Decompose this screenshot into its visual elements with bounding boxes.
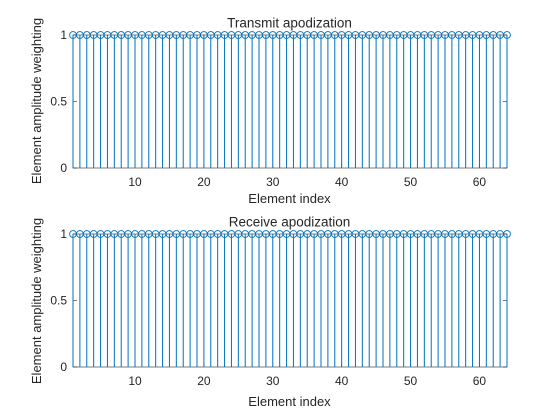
x-tick-label: 20: [197, 175, 211, 189]
y-axis-label: Element amplitude weighting: [29, 18, 44, 184]
x-tick-label: 20: [197, 374, 211, 388]
y-axis-label: Element amplitude weighting: [29, 218, 44, 384]
y-tick-label: 1: [60, 28, 67, 42]
y-tick-label: 0.5: [50, 294, 67, 308]
x-tick-label: 40: [335, 175, 349, 189]
y-tick-label: 0.5: [50, 95, 67, 109]
subplot-receive: Receive apodization Element index Elemen…: [29, 215, 511, 409]
x-tick-label: 10: [128, 374, 142, 388]
x-tick-label: 50: [404, 374, 418, 388]
x-axis-label: Element index: [248, 394, 331, 409]
stem-marker: [503, 31, 511, 39]
y-tick-label: 1: [60, 227, 67, 241]
x-tick-label: 60: [473, 175, 487, 189]
plot-area: 10 20 30 40 50 60 0 0.5 1: [50, 227, 511, 388]
x-tick-label: 50: [404, 175, 418, 189]
x-axis-label: Element index: [248, 191, 331, 206]
x-tick-label: 30: [266, 175, 280, 189]
chart-title: Transmit apodization: [227, 16, 352, 31]
x-tick-label: 30: [266, 374, 280, 388]
subplot-transmit: Transmit apodization Element index Eleme…: [29, 16, 511, 206]
y-tick-label: 0: [60, 360, 67, 374]
plot-area: 10 20 30 40 50 60 0 0.5 1: [50, 28, 511, 189]
y-tick-label: 0: [60, 161, 67, 175]
stem-marker: [503, 230, 511, 238]
x-tick-label: 60: [473, 374, 487, 388]
chart-title: Receive apodization: [229, 215, 351, 230]
x-tick-label: 40: [335, 374, 349, 388]
x-tick-label: 10: [128, 175, 142, 189]
